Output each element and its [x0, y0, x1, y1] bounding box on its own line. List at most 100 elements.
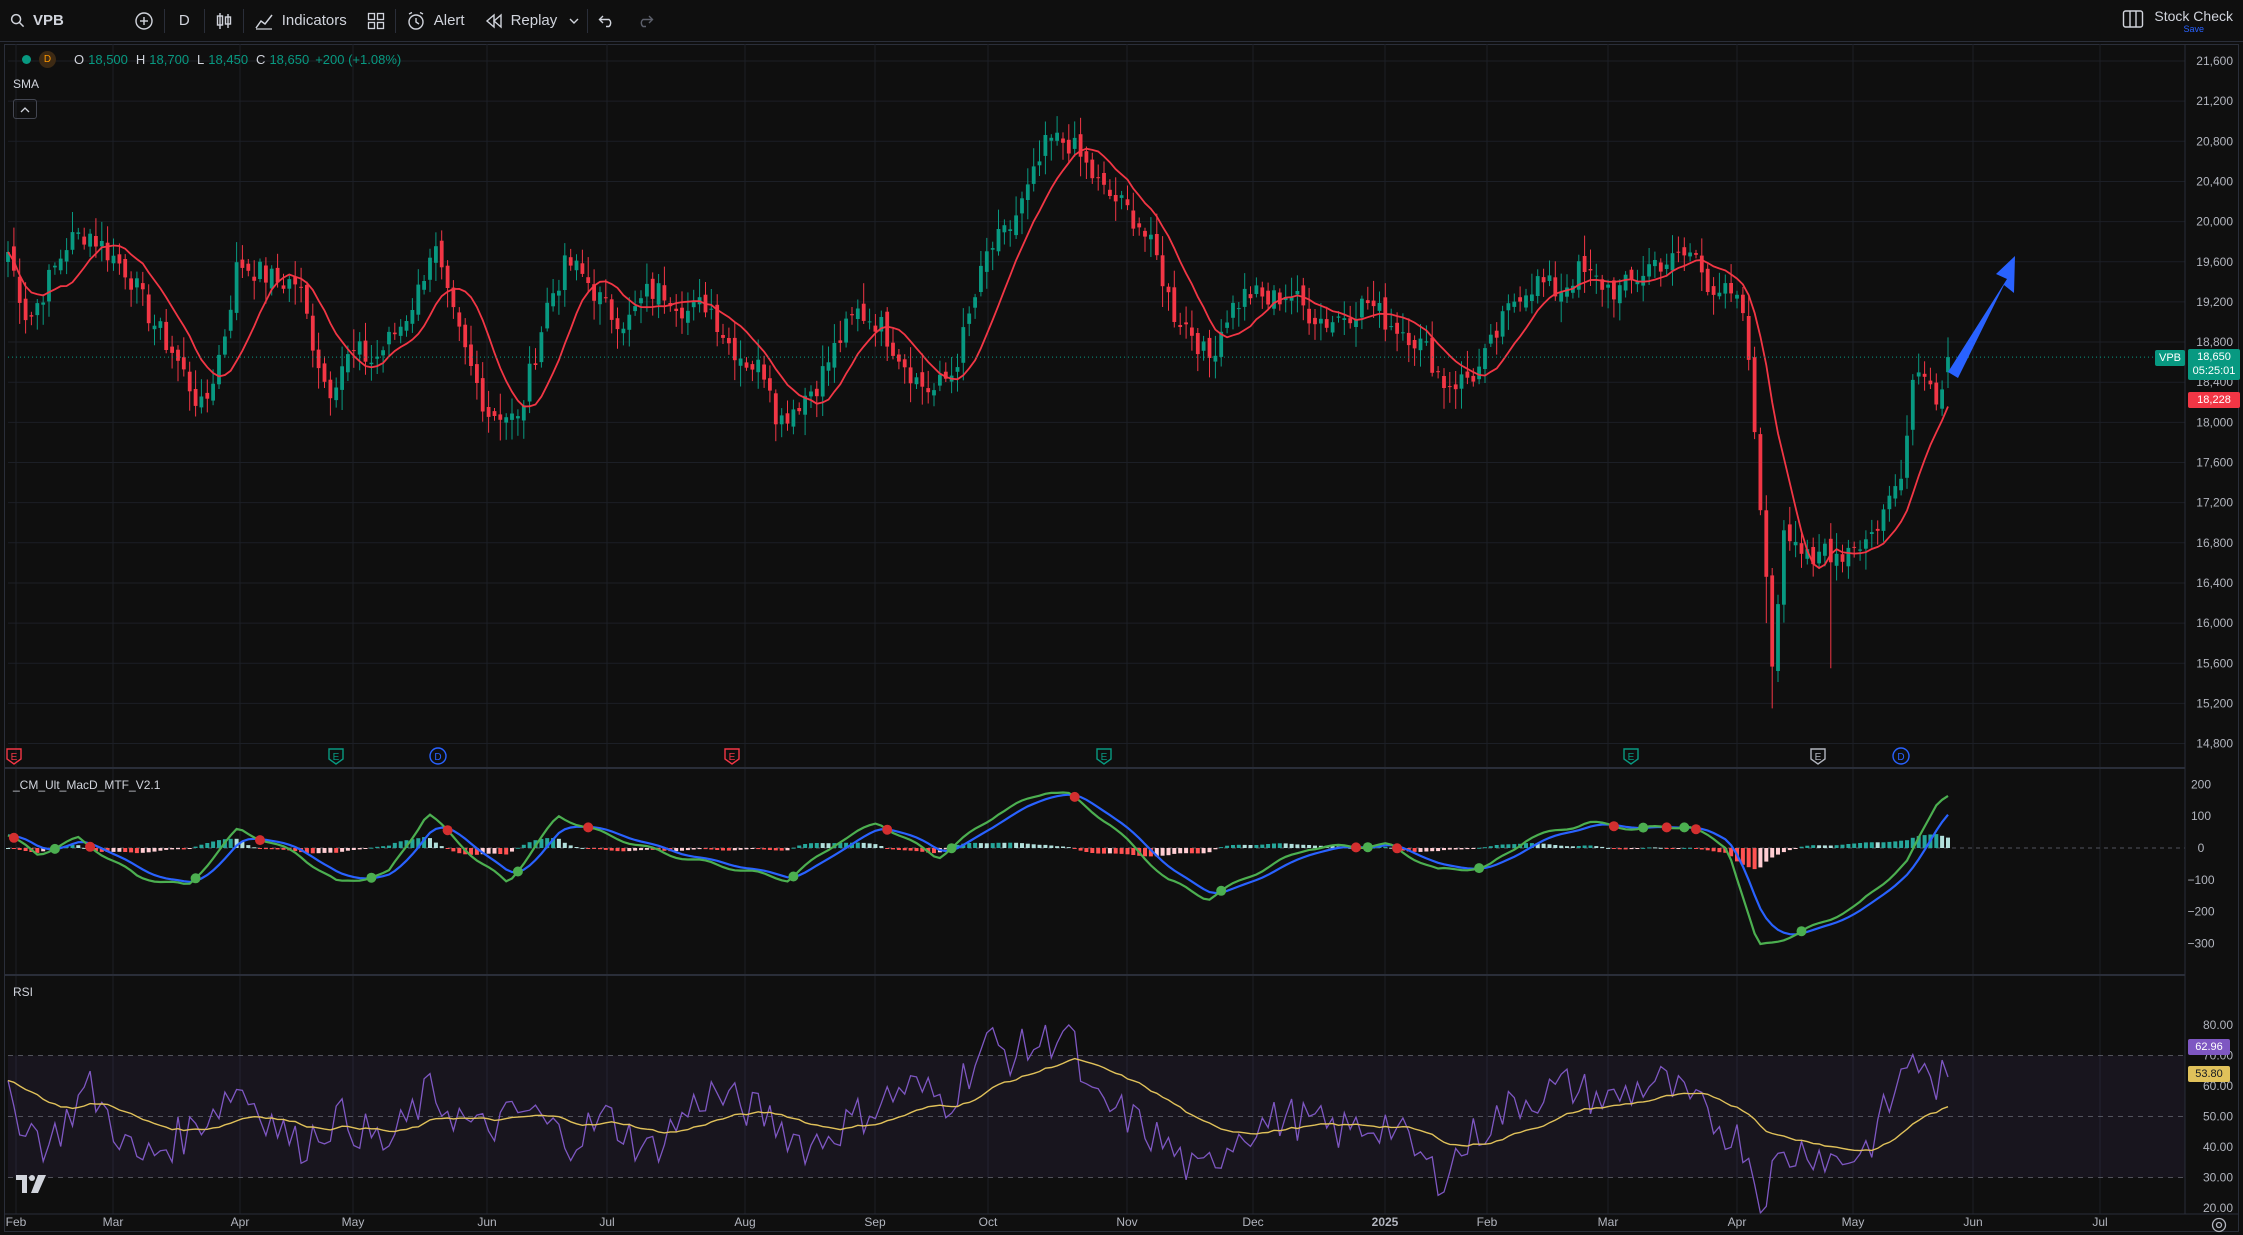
macd-histogram-bar: [1817, 845, 1822, 848]
candle-body: [170, 346, 174, 353]
candle-body: [252, 276, 257, 281]
templates-button[interactable]: [357, 0, 395, 42]
price-axis[interactable]: 21,600 21,200 20,800 20,400 20,000 19,600 19,2…: [2187, 54, 2233, 1215]
macd-histogram-bar: [41, 848, 46, 852]
time-tick-label: Mar: [103, 1215, 124, 1229]
layout-icon[interactable]: [2122, 9, 2144, 33]
candle-body: [94, 236, 98, 247]
candle-body: [135, 278, 139, 288]
macd-cross-dot: [1069, 791, 1080, 802]
macd-cross-dot: [8, 832, 19, 843]
interval-button[interactable]: D: [165, 0, 204, 42]
macd-histogram-bar: [205, 843, 210, 848]
price-tick-label: 21,600: [2196, 54, 2233, 68]
macd-cross-dot: [1392, 843, 1403, 854]
candle-body: [1553, 277, 1558, 297]
macd-histogram-bar: [1172, 848, 1177, 854]
chart-style-button[interactable]: [205, 0, 243, 42]
macd-histogram-bar: [35, 848, 40, 853]
compare-symbol-button[interactable]: [74, 0, 164, 42]
macd-histogram-bar: [920, 848, 925, 852]
time-axis[interactable]: Feb Mar Apr May Jun Jul Aug Sep Oct Nov Dec 2025 Feb…: [6, 1215, 2108, 1229]
candle-body: [41, 302, 46, 305]
macd-histogram-bar: [891, 848, 895, 850]
rsi-title[interactable]: RSI: [13, 985, 34, 999]
indicators-icon: [254, 11, 274, 31]
candle-body: [1307, 308, 1311, 324]
candle-body: [1166, 286, 1171, 293]
candle-body: [926, 388, 931, 393]
macd-histogram-bar: [404, 840, 409, 848]
sma-legend-label[interactable]: SMA: [13, 77, 40, 91]
macd-histogram-bar: [1424, 848, 1429, 852]
macd-histogram-bar: [363, 848, 368, 849]
event-marker-label: E: [1101, 752, 1108, 763]
candle-body: [1916, 372, 1921, 377]
candle-body: [1682, 247, 1687, 256]
layout-name-button[interactable]: Stock Check Save: [2154, 9, 2233, 34]
macd-histogram-bar: [885, 848, 890, 849]
macd-histogram-bar: [586, 848, 591, 849]
indicators-button[interactable]: Indicators: [244, 0, 357, 42]
symbol-search-button[interactable]: VPB: [0, 0, 74, 42]
candle-body: [322, 363, 327, 382]
macd-histogram-bar: [334, 848, 339, 853]
macd-histogram-bar: [1131, 848, 1136, 855]
price-tick-label: 19,600: [2196, 255, 2233, 269]
macd-histogram-bar: [1084, 848, 1089, 852]
candle-body: [1641, 275, 1646, 286]
macd-histogram-bar: [117, 848, 122, 852]
candle-body: [1787, 524, 1792, 542]
settings-icon[interactable]: [2210, 1216, 2228, 1235]
candle-body: [797, 408, 802, 412]
tradingview-logo-icon[interactable]: [16, 1175, 48, 1198]
undo-button[interactable]: [588, 0, 626, 42]
rsi-tick-label: 30.00: [2203, 1171, 2233, 1185]
macd-histogram-bar: [246, 845, 251, 848]
candle-body: [855, 308, 860, 319]
macd-histogram-bar: [1840, 844, 1845, 848]
macd-histogram-bar: [275, 848, 280, 850]
macd-histogram-bar: [791, 847, 796, 849]
macd-histogram-bar: [1670, 848, 1675, 849]
candle-body: [1336, 316, 1341, 318]
earnings-marker: [724, 748, 740, 765]
alert-button[interactable]: Alert: [396, 0, 475, 42]
candle-body: [645, 283, 649, 297]
macd-histogram-bar: [228, 838, 233, 848]
macd-histogram-bar: [1787, 848, 1792, 851]
redo-button[interactable]: [626, 0, 664, 42]
toolbar-divider: [587, 8, 589, 33]
macd-title[interactable]: _CM_Ult_MacD_MTF_V2.1: [13, 778, 161, 792]
collapse-legend-button[interactable]: [13, 99, 37, 119]
candle-body: [527, 363, 532, 402]
time-tick-label: Apr: [231, 1215, 250, 1229]
candle-body: [574, 260, 579, 271]
candle-body: [932, 390, 936, 396]
macd-histogram-bar: [1447, 848, 1452, 850]
replay-button[interactable]: Replay: [475, 0, 562, 42]
candle-body: [99, 241, 104, 247]
replay-dropdown-button[interactable]: [561, 0, 587, 42]
candle-body: [64, 250, 69, 262]
bar-style-icon: [215, 11, 233, 31]
candle-body: [434, 246, 438, 263]
macd-histogram-bar: [1254, 845, 1259, 848]
change-value: +200 (+1.08%): [315, 52, 402, 67]
macd-histogram-bar: [709, 848, 714, 850]
macd-histogram-bar: [469, 848, 473, 855]
macd-histogram-bar: [1770, 848, 1775, 858]
candle-body: [416, 284, 421, 315]
candle-body: [1277, 292, 1282, 305]
rsi-line: [7, 1024, 1949, 1215]
candle-body: [199, 396, 204, 408]
candle-body: [1319, 318, 1323, 324]
macd-histogram-bar: [99, 848, 104, 852]
macd-cross-dot: [190, 873, 201, 884]
trend-arrow-drawing[interactable]: [1948, 256, 2015, 378]
macd-histogram-bar: [1793, 848, 1798, 849]
candle-body: [715, 304, 720, 332]
macd-histogram-bar: [680, 848, 684, 851]
candle-body: [598, 292, 602, 305]
